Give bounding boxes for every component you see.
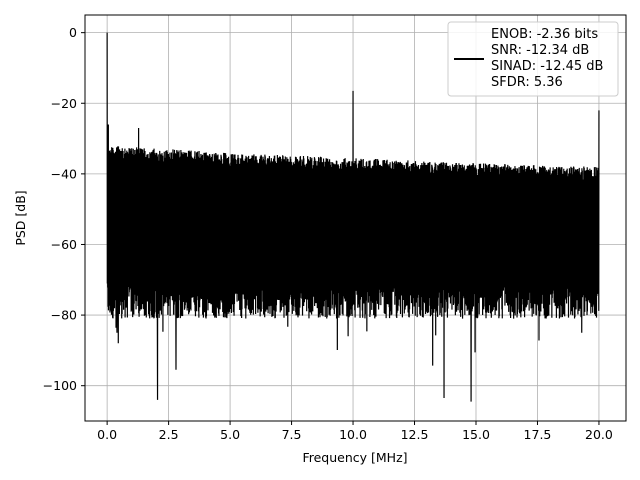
x-axis-label: Frequency [MHz] xyxy=(302,450,407,465)
x-tick-label: 17.5 xyxy=(524,427,552,442)
legend-entry-sfdr: SFDR: 5.36 xyxy=(491,75,563,90)
legend: ENOB: -2.36 bits SNR: -12.34 dB SINAD: -… xyxy=(447,21,619,97)
y-tick-label: 0 xyxy=(69,25,77,40)
y-tick-label: −60 xyxy=(51,237,77,252)
y-tick-label: −40 xyxy=(51,166,77,181)
y-tick-label: −20 xyxy=(51,96,77,111)
y-tick-label: −100 xyxy=(43,378,77,393)
legend-entry-enob: ENOB: -2.36 bits xyxy=(491,27,598,42)
x-tick-label: 2.5 xyxy=(159,427,179,442)
axes-frame xyxy=(84,14,627,422)
y-axis-label: PSD [dB] xyxy=(13,190,28,245)
y-tick-label: −80 xyxy=(51,308,77,323)
y-axis-ticks: 0 −20 −40 −60 −80 −100 xyxy=(43,25,85,393)
x-axis-ticks: 0.0 2.5 5.0 7.5 10.0 12.5 15.0 17.5 20.0 xyxy=(97,421,613,442)
legend-entry-sinad: SINAD: -12.45 dB xyxy=(491,59,603,74)
plot-area xyxy=(106,32,600,402)
psd-series-line xyxy=(106,32,600,402)
x-tick-label: 5.0 xyxy=(220,427,240,442)
legend-entry-snr: SNR: -12.34 dB xyxy=(491,43,589,58)
x-tick-label: 12.5 xyxy=(401,427,429,442)
x-tick-label: 7.5 xyxy=(282,427,302,442)
x-tick-label: 10.0 xyxy=(339,427,367,442)
x-tick-label: 20.0 xyxy=(585,427,613,442)
x-tick-label: 15.0 xyxy=(462,427,490,442)
legend-box xyxy=(447,21,619,97)
x-tick-label: 0.0 xyxy=(97,427,117,442)
